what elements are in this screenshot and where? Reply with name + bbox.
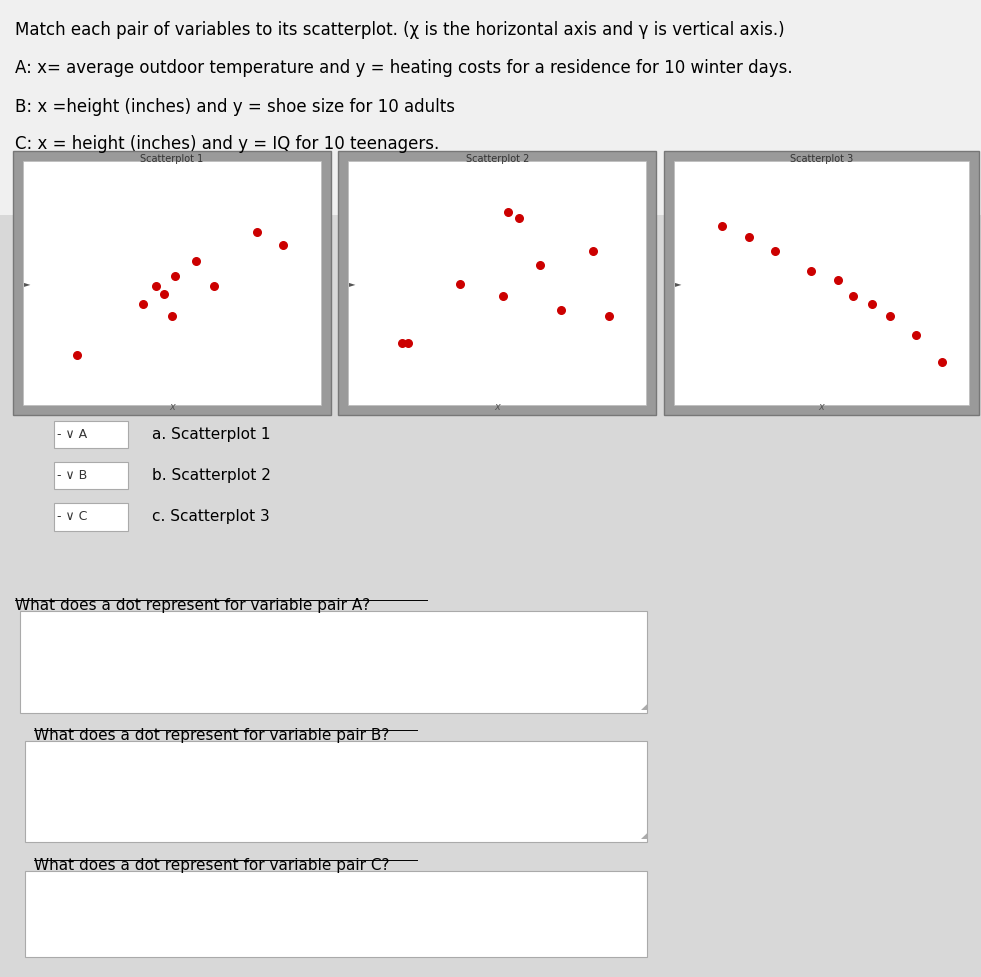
Point <box>399 335 415 351</box>
Text: ◢: ◢ <box>641 702 647 711</box>
Text: x: x <box>494 403 500 412</box>
Text: - ∨ B: - ∨ B <box>57 469 87 483</box>
Point <box>714 218 730 234</box>
Point <box>846 288 861 304</box>
Text: B: x =height (inches) and y = shoe size for 10 adults: B: x =height (inches) and y = shoe size … <box>15 98 455 115</box>
Text: C: x = height (inches) and y = IQ for 10 teenagers.: C: x = height (inches) and y = IQ for 10… <box>15 135 439 152</box>
Point <box>908 327 924 343</box>
Text: x: x <box>819 403 824 412</box>
Text: ◢: ◢ <box>641 831 647 840</box>
Point <box>206 278 222 294</box>
Text: a. Scatterplot 1: a. Scatterplot 1 <box>152 427 271 443</box>
Text: x: x <box>169 403 175 412</box>
Text: - ∨ C: - ∨ C <box>57 510 87 524</box>
Text: b. Scatterplot 2: b. Scatterplot 2 <box>152 468 271 484</box>
Point <box>935 355 951 370</box>
Point <box>553 302 569 318</box>
Point <box>156 286 172 302</box>
Point <box>601 308 617 323</box>
Point <box>188 253 204 269</box>
Point <box>830 273 846 288</box>
Text: ►: ► <box>675 278 682 288</box>
Point <box>585 243 600 259</box>
Point <box>864 296 880 312</box>
Point <box>164 308 180 323</box>
Text: What does a dot represent for variable pair A?: What does a dot represent for variable p… <box>15 598 370 613</box>
Point <box>500 204 516 220</box>
Text: ►: ► <box>24 278 30 288</box>
Text: Scatterplot 3: Scatterplot 3 <box>790 154 853 164</box>
Text: Scatterplot 2: Scatterplot 2 <box>466 154 529 164</box>
Point <box>452 276 468 292</box>
Point <box>276 237 291 253</box>
Text: ►: ► <box>349 278 356 288</box>
Text: Scatterplot 1: Scatterplot 1 <box>140 154 203 164</box>
Point <box>69 347 84 362</box>
Point <box>532 257 547 273</box>
Text: - ∨ A: - ∨ A <box>57 428 87 442</box>
Point <box>741 230 756 245</box>
Point <box>394 335 410 351</box>
Point <box>882 308 898 323</box>
Point <box>767 243 783 259</box>
Point <box>511 210 527 226</box>
Text: What does a dot represent for variable pair B?: What does a dot represent for variable p… <box>34 728 389 743</box>
Point <box>495 288 511 304</box>
Text: c. Scatterplot 3: c. Scatterplot 3 <box>152 509 270 525</box>
Text: What does a dot represent for variable pair C?: What does a dot represent for variable p… <box>34 858 389 872</box>
Text: Match each pair of variables to its scatterplot. (χ is the horizontal axis and γ: Match each pair of variables to its scat… <box>15 21 785 39</box>
Point <box>148 278 164 294</box>
Text: A: x= average outdoor temperature and y = heating costs for a residence for 10 w: A: x= average outdoor temperature and y … <box>15 59 793 76</box>
Point <box>135 296 151 312</box>
Point <box>803 263 819 278</box>
Point <box>167 269 182 284</box>
Point <box>249 224 265 239</box>
